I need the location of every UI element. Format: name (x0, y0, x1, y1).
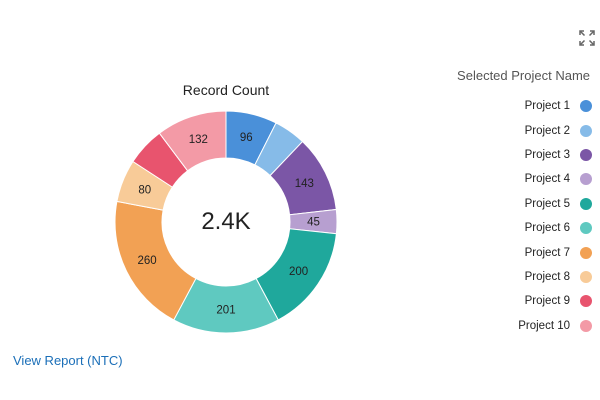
legend-item-project-10[interactable]: Project 10 (440, 314, 592, 338)
legend-swatch (580, 173, 592, 186)
slice-project-10[interactable] (158, 110, 227, 172)
legend-title: Selected Project Name (457, 68, 590, 83)
legend-label: Project 2 (524, 124, 570, 137)
legend-label: Project 3 (524, 148, 570, 161)
center-total: 2.4K (201, 208, 251, 235)
legend-label: Project 4 (524, 173, 570, 186)
legend-swatch (580, 319, 592, 332)
legend-label: Project 9 (524, 295, 570, 308)
legend-swatch (580, 246, 592, 259)
legend-item-project-7[interactable]: Project 7 (440, 240, 592, 264)
data-label-project-6: 201 (216, 305, 235, 317)
data-label-project-4: 45 (307, 217, 320, 229)
legend: Project 1 Project 2 Project 3 Project 4 Proj… (440, 94, 592, 338)
chart-title: Record Count (182, 82, 270, 98)
data-label-project-3: 143 (295, 178, 314, 190)
legend-swatch (580, 197, 592, 210)
legend-swatch (580, 124, 592, 137)
legend-label: Project 8 (524, 270, 570, 283)
view-report-link[interactable]: View Report (NTC) (13, 353, 123, 368)
legend-item-project-2[interactable]: Project 2 (440, 118, 592, 142)
legend-item-project-4[interactable]: Project 4 (440, 167, 592, 191)
legend-swatch (580, 148, 592, 161)
legend-label: Project 10 (518, 319, 570, 332)
legend-item-project-9[interactable]: Project 9 (440, 289, 592, 313)
legend-item-project-8[interactable]: Project 8 (440, 265, 592, 289)
legend-swatch (580, 100, 592, 113)
data-label-project-5: 200 (289, 266, 308, 278)
legend-item-project-1[interactable]: Project 1 (440, 94, 592, 118)
legend-label: Project 1 (524, 100, 570, 113)
legend-label: Project 5 (524, 197, 570, 210)
legend-swatch (580, 222, 592, 235)
data-label-project-7: 260 (138, 255, 157, 267)
donut-chart: 96 143 45 200 201 260 80 132 (114, 110, 338, 334)
data-label-project-1: 96 (240, 132, 253, 144)
legend-swatch (580, 270, 592, 283)
legend-item-project-6[interactable]: Project 6 (440, 216, 592, 240)
legend-item-project-3[interactable]: Project 3 (440, 143, 592, 167)
legend-swatch (580, 295, 592, 308)
legend-item-project-5[interactable]: Project 5 (440, 192, 592, 216)
data-label-project-10: 132 (189, 134, 208, 146)
legend-label: Project 7 (524, 246, 570, 259)
data-label-project-8: 80 (138, 184, 151, 196)
legend-label: Project 6 (524, 222, 570, 235)
expand-icon[interactable] (579, 30, 595, 46)
